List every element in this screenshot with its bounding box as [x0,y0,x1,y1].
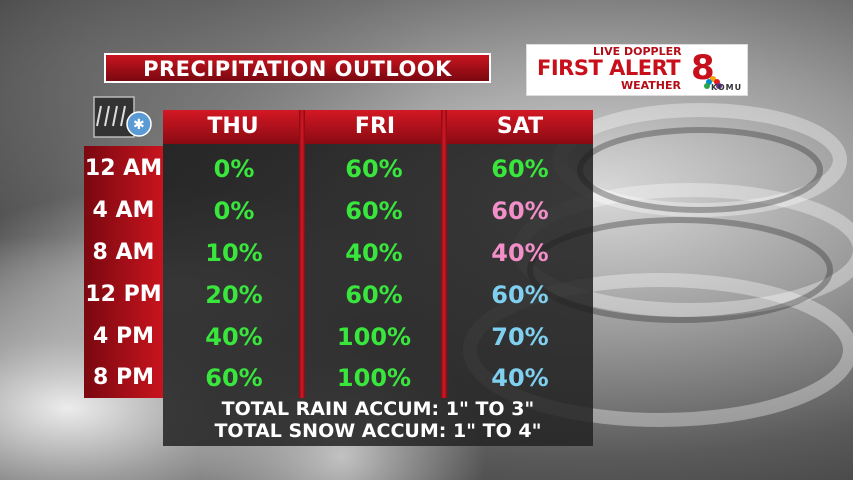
logo-live-doppler: LIVE DOPPLER [593,45,682,58]
row-header-4pm: 4 PM [93,324,154,349]
accumulation-footer: TOTAL RAIN ACCUM: 1" TO 3" TOTAL SNOW AC… [163,398,593,446]
cell-fri-4pm: 100% [336,323,412,351]
forecast-table-background [163,110,593,446]
cell-fri-12am: 60% [345,155,403,183]
row-header-4am: 4 AM [92,198,155,223]
total-rain-accum: TOTAL RAIN ACCUM: 1" TO 3" [221,398,535,420]
cell-thu-4am: 0% [213,197,255,225]
column-divider [299,110,305,398]
row-header-8pm: 8 PM [93,365,154,390]
column-header-sat: SAT [447,110,593,144]
cell-fri-8am: 40% [345,239,403,267]
cell-sat-4pm: 70% [491,323,549,351]
cell-thu-12pm: 20% [205,281,263,309]
logo-weather: WEATHER [621,79,682,92]
rain-snow-icon: ✱ [93,96,152,138]
cell-sat-8am: 40% [491,239,549,267]
column-header-thu: THU [163,110,303,144]
logo-station: KOMU [711,83,743,92]
cell-fri-4am: 60% [345,197,403,225]
cell-thu-8pm: 60% [205,364,263,392]
svg-text:8: 8 [691,49,715,88]
column-header-fri: FRI [305,110,445,144]
cell-fri-12pm: 60% [345,281,403,309]
svg-text:✱: ✱ [133,117,145,133]
cell-sat-4am: 60% [491,197,549,225]
station-logo: LIVE DOPPLER FIRST ALERT WEATHER 8 KOMU [526,44,748,96]
cell-fri-8pm: 100% [336,364,412,392]
title-bar: PRECIPITATION OUTLOOK [104,53,491,83]
row-header-background [84,146,163,398]
column-divider [441,110,447,398]
cell-sat-12am: 60% [491,155,549,183]
cell-sat-8pm: 40% [491,364,549,392]
page-title: PRECIPITATION OUTLOOK [143,57,452,81]
row-header-8am: 8 AM [92,240,155,265]
total-snow-accum: TOTAL SNOW ACCUM: 1" TO 4" [214,420,542,442]
row-header-12pm: 12 PM [85,282,162,307]
cell-thu-4pm: 40% [205,323,263,351]
cell-sat-12pm: 60% [491,281,549,309]
cell-thu-8am: 10% [205,239,263,267]
row-header-12am: 12 AM [84,156,163,181]
cell-thu-12am: 0% [213,155,255,183]
nbc-peacock-icon: 8 [691,49,722,89]
logo-first-alert: FIRST ALERT [537,56,681,80]
